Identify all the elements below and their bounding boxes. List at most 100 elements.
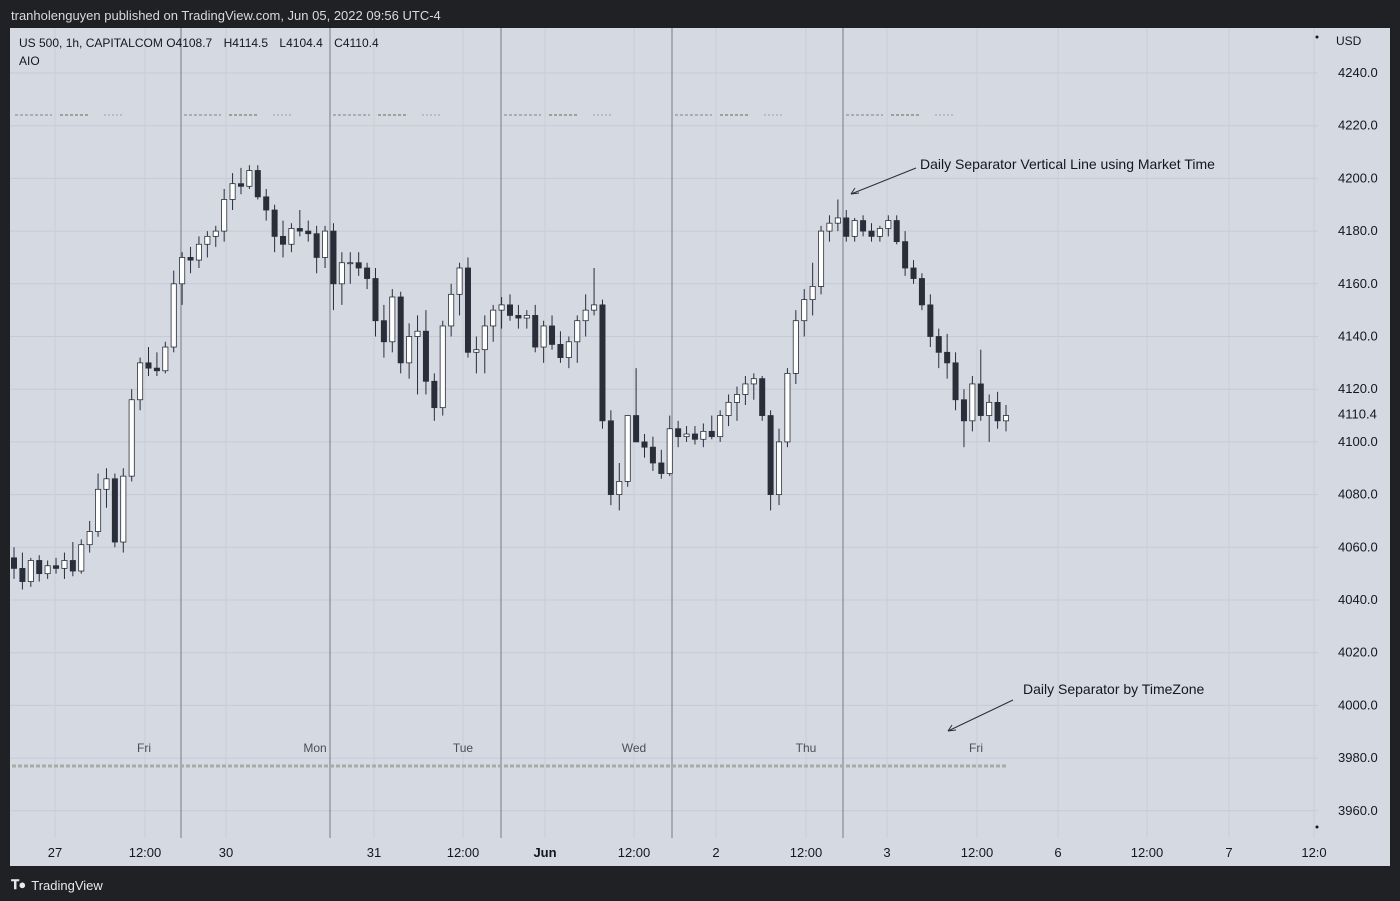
low-value: 4104.4 — [286, 36, 323, 50]
candle — [221, 188, 228, 242]
candle — [691, 426, 698, 445]
day-label: Tue — [453, 741, 474, 755]
indicator-label[interactable]: AIO — [19, 54, 40, 68]
candle — [338, 252, 345, 305]
candle — [717, 410, 724, 442]
candle — [918, 273, 925, 311]
candle — [347, 252, 354, 284]
candle — [759, 376, 766, 421]
candle — [641, 433, 648, 458]
brand[interactable]: 𝐓● TradingView — [11, 877, 103, 893]
price-tick: 4140.0 — [1338, 329, 1378, 344]
candle — [406, 323, 413, 379]
candle — [540, 320, 547, 363]
annotation-timezone: Daily Separator by TimeZone — [1023, 681, 1205, 697]
time-tick: 12:0 — [1301, 845, 1326, 860]
candle — [893, 215, 900, 245]
time-tick: 3 — [883, 845, 890, 860]
candle — [246, 165, 253, 189]
day-label: Fri — [137, 741, 151, 755]
candle — [700, 423, 707, 448]
price-axis[interactable]: 4240.0 4220.0 4200.0 4180.0 4160.0 4140.0 4120… — [1315, 35, 1378, 829]
close-value: 4110.4 — [342, 36, 379, 50]
candle — [927, 294, 934, 348]
daily-separators — [12, 28, 1008, 838]
candle — [422, 310, 429, 395]
candle — [532, 304, 539, 353]
price-tick: 3980.0 — [1338, 750, 1378, 765]
candle — [481, 315, 488, 374]
candle — [960, 389, 967, 448]
price-tick: 4060.0 — [1338, 539, 1378, 554]
candle — [120, 468, 127, 553]
time-axis[interactable]: 27 12:00 30 31 12:00 Jun 12:00 2 12:00 3 12:00 6 12:… — [48, 845, 1327, 860]
candle — [103, 468, 110, 508]
candle — [750, 373, 757, 400]
price-tick: 3960.0 — [1338, 803, 1378, 818]
candle — [145, 347, 152, 377]
candle — [616, 462, 623, 511]
candle — [237, 167, 244, 195]
candle — [490, 304, 497, 342]
candle — [633, 368, 640, 443]
candle — [187, 246, 194, 274]
candle — [44, 560, 51, 579]
candle — [305, 220, 312, 242]
candle — [414, 315, 421, 395]
candle — [944, 333, 951, 379]
candle — [86, 520, 93, 553]
candle — [229, 173, 236, 211]
symbol-info[interactable]: US 500, 1h, CAPITALCOM — [19, 36, 163, 50]
annotations: Daily Separator Vertical Line using Mark… — [850, 156, 1215, 732]
candle — [27, 557, 34, 587]
annotation-arrowhead — [850, 187, 860, 195]
candle — [128, 389, 135, 482]
candle — [801, 289, 808, 337]
candle — [61, 552, 68, 579]
candle — [649, 436, 656, 471]
candle — [818, 225, 825, 295]
candle — [977, 349, 984, 421]
candle — [885, 215, 892, 237]
candle — [498, 296, 505, 329]
candle — [683, 426, 690, 442]
candle — [742, 376, 749, 406]
candle — [851, 217, 858, 242]
candle — [10, 547, 17, 579]
legend: US 500, 1h, CAPITALCOM O4108.7 H4114.5 L… — [19, 36, 387, 50]
candle — [506, 294, 513, 321]
price-tick: 4100.0 — [1338, 434, 1378, 449]
candle — [195, 236, 202, 268]
candle — [204, 231, 211, 258]
annotation-arrowhead — [947, 724, 957, 732]
candle — [952, 352, 959, 411]
candle — [666, 415, 673, 477]
annotation-arrow — [850, 167, 917, 195]
axis-dot — [1315, 825, 1319, 829]
candle — [19, 552, 26, 590]
day-label: Mon — [303, 741, 326, 755]
low-label: L — [279, 36, 287, 50]
close-label: C — [334, 36, 343, 50]
candle — [254, 165, 261, 200]
candle — [607, 410, 614, 506]
candle — [776, 428, 783, 506]
tradingview-logo-icon: 𝐓● — [11, 877, 26, 892]
candle — [322, 225, 329, 268]
time-tick: 30 — [219, 845, 233, 860]
chart-pane[interactable] — [10, 28, 1390, 866]
candle — [389, 289, 396, 353]
price-tick: 4200.0 — [1338, 170, 1378, 185]
candle — [767, 410, 774, 511]
candle — [448, 283, 455, 337]
candle — [170, 270, 177, 353]
time-tick: 12:00 — [129, 845, 162, 860]
candle — [95, 473, 102, 537]
price-tick: 4240.0 — [1338, 65, 1378, 80]
open-label: O — [166, 36, 176, 50]
candle — [355, 252, 362, 276]
candle — [658, 449, 665, 479]
publisher-info: tranholenguyen published on TradingView.… — [11, 8, 441, 23]
high-label: H — [223, 36, 233, 50]
